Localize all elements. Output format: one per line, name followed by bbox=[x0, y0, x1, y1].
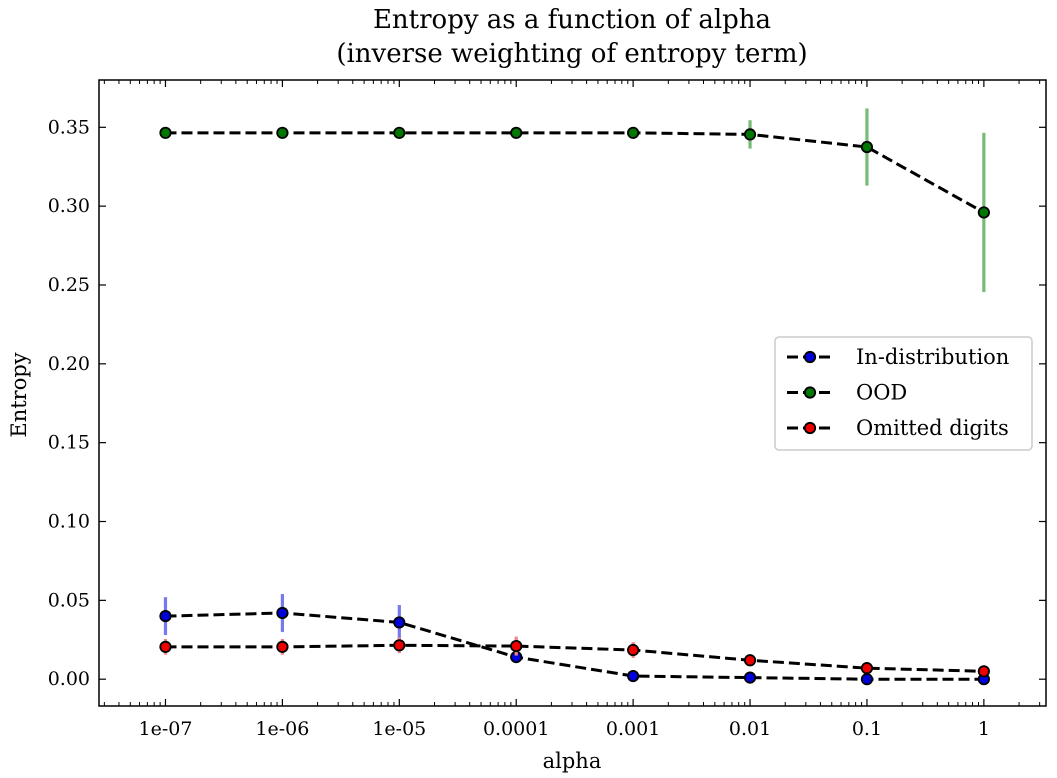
ood-point bbox=[977, 206, 990, 219]
y-tick-label: 0.00 bbox=[48, 668, 90, 690]
chart-title: Entropy as a function of alpha bbox=[373, 5, 771, 35]
ood-point bbox=[743, 128, 757, 141]
plot-frame bbox=[98, 79, 1047, 707]
omitted-digits-point bbox=[276, 640, 289, 653]
chart-subtitle: (inverse weighting of entropy term) bbox=[336, 39, 807, 69]
legend-box bbox=[774, 336, 1033, 451]
in-distribution-point bbox=[159, 610, 172, 623]
omitted-digits-point bbox=[977, 665, 990, 678]
x-tick-label: 0.001 bbox=[606, 718, 660, 740]
omitted-digits-point bbox=[627, 643, 640, 657]
ood-line bbox=[165, 131, 985, 214]
y-axis-label: Entropy bbox=[7, 352, 31, 437]
x-tick-label: 1e-06 bbox=[255, 718, 309, 740]
in-distribution-point bbox=[860, 673, 874, 686]
y-tick-label: 0.30 bbox=[48, 195, 90, 217]
x-axis-label: alpha bbox=[543, 749, 602, 773]
in-distribution-point bbox=[743, 671, 757, 684]
legend: In-distribution OOD Omitted digits bbox=[774, 336, 1033, 451]
legend-label: Omitted digits bbox=[856, 416, 1009, 440]
ood-point bbox=[159, 126, 172, 139]
x-tick-label: 0.1 bbox=[852, 718, 882, 740]
ood-point bbox=[627, 126, 640, 139]
x-tick-label: 1e-07 bbox=[139, 718, 193, 740]
ood-point bbox=[510, 126, 523, 139]
ood-point bbox=[276, 126, 289, 139]
x-tick-label: 0.0001 bbox=[483, 718, 549, 740]
ood-point bbox=[393, 126, 406, 139]
x-tick-label: 0.01 bbox=[729, 718, 771, 740]
x-tick-label: 1 bbox=[978, 718, 990, 740]
legend-marker bbox=[803, 421, 817, 435]
y-tick-label: 0.15 bbox=[48, 432, 90, 454]
legend-marker bbox=[803, 350, 817, 364]
legend-label: OOD bbox=[856, 381, 907, 405]
ood-point bbox=[860, 140, 874, 154]
in-distribution-point bbox=[276, 606, 289, 620]
legend-label: In-distribution bbox=[856, 345, 1009, 369]
omitted-digits-point bbox=[510, 639, 523, 653]
x-tick-label: 1e-05 bbox=[372, 718, 426, 740]
y-tick-label: 0.35 bbox=[48, 116, 90, 138]
omitted-digits-line bbox=[165, 643, 984, 673]
in-distribution-point bbox=[393, 616, 406, 629]
y-tick-label: 0.20 bbox=[48, 353, 90, 375]
in-distribution-line bbox=[165, 611, 984, 681]
omitted-digits-point bbox=[159, 640, 172, 653]
y-tick-label: 0.25 bbox=[48, 274, 90, 296]
omitted-digits-point bbox=[393, 639, 406, 652]
legend-marker bbox=[803, 386, 817, 399]
omitted-digits-point bbox=[860, 662, 874, 675]
in-distribution-point bbox=[627, 669, 640, 683]
y-tick-label: 0.10 bbox=[48, 511, 90, 533]
y-tick-label: 0.05 bbox=[48, 589, 90, 611]
omitted-digits-point bbox=[743, 654, 757, 667]
